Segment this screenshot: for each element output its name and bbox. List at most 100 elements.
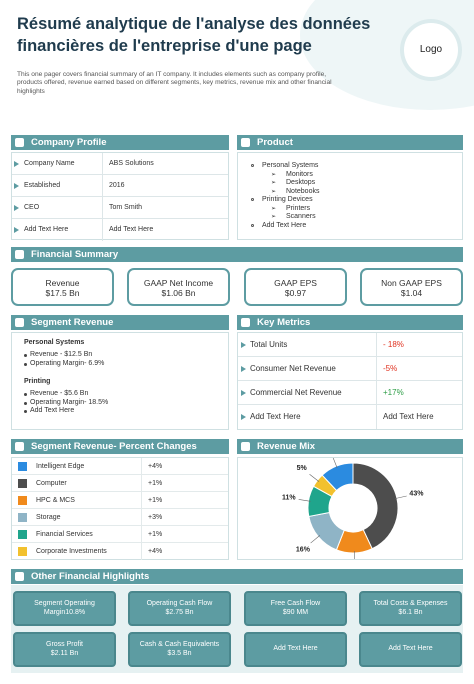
header-icon [15,318,24,327]
slice-label: 11% [282,495,296,502]
leader-line [332,458,338,469]
section-box: Company Name ABS Solutions Established 2016… [11,152,229,241]
logo: Logo [404,23,458,77]
highlight-card: Operating Cash Flow $2.75 Bn [128,591,231,626]
header-icon [15,250,24,259]
arrow-bullet: ➢ [271,205,277,212]
bullet [14,205,19,211]
section-box: Intelligent Edge +4% Computer +1% HPC & MCS +… [11,457,229,560]
card-value: $1.04 [400,288,423,298]
metric-label: Commercial Net Revenue [250,388,342,397]
card-label: Cash & Cash Equivalents [139,641,220,648]
section-box: 43%13%16%11%5%12% [237,457,463,560]
table-cell: CEO [24,204,40,211]
card-value: $0.97 [284,288,307,298]
donut-slice [321,462,354,492]
highlight-card: Free Cash Flow $90 MM [244,591,347,626]
card-label: Free Cash Flow [270,600,321,607]
section-box: Personal Systems ➢ Monitors ➢ Desktops ➢ Noteb… [237,152,463,240]
card-label: Operating Cash Flow [146,600,213,607]
card-label: Add Text Here [273,645,318,653]
segment-name: Financial Services [36,531,93,538]
metric-value: +17% [376,381,404,405]
table-row: Add Text Here Add Text Here [12,219,228,241]
segment-change: +4% [141,543,162,560]
section-header: Company Profile [11,135,229,150]
summary-card: GAAP Net Income $1.06 Bn [127,268,230,306]
bullet-circle [251,223,254,227]
bullet-dot [24,393,27,396]
segment-change: +3% [141,509,162,526]
segment-name: Storage [36,514,61,521]
metric-value: Add Text Here [376,405,434,429]
bullet [14,183,19,189]
color-swatch [18,513,27,522]
metric-value: -5% [376,357,397,381]
card-value: $6.1 Bn [398,608,423,616]
header-icon [241,442,250,451]
group-line: Add Text Here [30,407,75,414]
table-row: Established 2016 [12,175,228,197]
sub-item: Printers [286,204,311,212]
title: Résumé analytique de l'analyse des donné… [17,15,371,55]
list-item: Printing Devices [262,196,313,203]
table-cell: Tom Smith [102,197,142,219]
arrow-bullet: ➢ [271,180,277,186]
header-icon [15,442,24,451]
segment-change: +1% [141,526,162,543]
change-row: Storage +3% [12,509,228,526]
highlight-card: Total Costs & Expenses $6.1 Bn [359,591,462,626]
card-label: Total Costs & Expenses [373,600,448,607]
table-cell: ABS Solutions [102,153,154,175]
arrow-bullet: ➢ [271,214,277,220]
bullet-dot [24,401,27,405]
donut-chart: 43%13%16%11%5%12% [282,458,424,559]
bullet [241,414,246,420]
change-row: HPC & MCS +1% [12,492,228,509]
segment-name: Intelligent Edge [36,463,85,470]
summary-card: Revenue $17.5 Bn [11,268,114,306]
sub-item: Notebooks [286,187,320,195]
card-value: $3.5 Bn [167,649,192,657]
color-swatch [18,462,27,471]
section-header: Segment Revenue- Percent Changes [11,439,229,454]
card-label: Gross Profit [46,641,83,648]
group-name: Printing [24,378,51,385]
group-line: Revenue - $12.5 Bn [30,351,93,358]
highlight-card: Add Text Here [244,632,347,667]
table-cell: Add Text Here [24,226,69,233]
table-cell: Established [24,182,61,189]
color-swatch [18,547,27,556]
table-row: CEO Tom Smith [12,197,228,219]
section-header: Product [237,135,463,150]
section-header: Key Metrics [237,315,463,330]
header-icon [15,572,24,581]
highlight-card: Segment Operating Margin10.8% [13,591,116,626]
segment-name: Corporate Investments [36,548,107,555]
color-swatch [18,530,27,539]
change-row: Corporate Investments +4% [12,543,228,560]
table-cell: Company Name [24,160,75,167]
segment-name: Computer [36,480,67,487]
section-header: Revenue Mix [237,439,463,454]
header-icon [15,138,24,147]
list-item: Personal Systems [262,162,319,169]
segment-change: +1% [141,492,162,509]
segment-change: +1% [141,475,162,492]
leader-line [394,495,407,499]
leader-line [310,535,321,544]
card-value: $2.75 Bn [165,608,194,616]
sub-item: Desktops [286,179,316,186]
group-name: Personal Systems [24,339,85,346]
bullet-dot [24,410,27,413]
card-label: GAAP Net Income [143,278,214,288]
bullet-circle [251,198,254,201]
card-value: $1.06 Bn [161,288,196,298]
group-line: Operating Margin- 6.9% [30,359,105,367]
header-icon [241,138,250,147]
arrow-bullet: ➢ [271,188,277,195]
section-box: Total Units - 18% Consumer Net Revenue -5% C… [237,332,463,430]
bullet [241,366,246,372]
donut-slice [308,511,345,551]
